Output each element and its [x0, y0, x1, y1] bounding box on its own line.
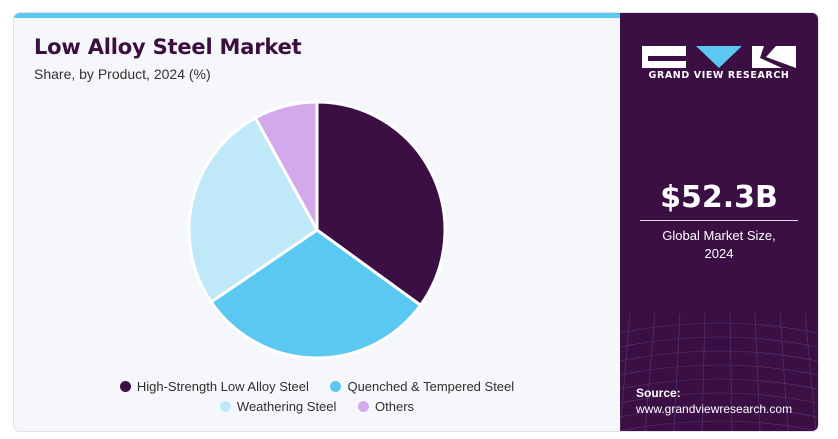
legend-label: Quenched & Tempered Steel	[347, 379, 515, 394]
chart-subtitle: Share, by Product, 2024 (%)	[34, 66, 211, 82]
report-card: Low Alloy Steel Market Share, by Product…	[14, 13, 818, 431]
pie-slice-high-strength	[315, 100, 447, 307]
chart-panel: Low Alloy Steel Market Share, by Product…	[14, 13, 620, 431]
legend-label: High-Strength Low Alloy Steel	[136, 379, 309, 394]
legend-row: Weathering Steel Others	[14, 399, 620, 414]
legend-label: Weathering Steel	[236, 399, 337, 414]
market-size-label: Global Market Size, 2024	[620, 227, 818, 263]
brand-name: GRAND VIEW RESEARCH	[648, 70, 790, 81]
pie-slice-others	[253, 100, 319, 232]
legend-swatch	[330, 381, 342, 392]
divider	[640, 220, 798, 221]
grand-view-research-logo	[642, 46, 796, 68]
legend-item-others: Others	[358, 399, 414, 414]
legend-item-quenched: Quenched & Tempered Steel	[330, 379, 514, 394]
legend-row: High-Strength Low Alloy Steel Quenched &…	[14, 379, 620, 394]
source-block: Source: www.grandviewresearch.com	[636, 385, 792, 417]
legend-swatch	[219, 401, 231, 412]
pie-chart	[187, 100, 447, 360]
chart-title: Low Alloy Steel Market	[34, 35, 302, 59]
market-size-label-line1: Global Market Size,	[662, 228, 776, 243]
legend-swatch	[119, 381, 131, 392]
source-label: Source:	[636, 386, 681, 400]
pie-slice-quenched	[209, 228, 423, 360]
market-size-label-line2: 2024	[704, 246, 734, 261]
accent-bar	[14, 13, 620, 18]
legend-item-high-strength: High-Strength Low Alloy Steel	[119, 379, 309, 394]
market-size-value: $52.3B	[660, 180, 778, 215]
summary-panel: GRAND VIEW RESEARCH $52.3B Global Market…	[620, 13, 818, 431]
legend-swatch	[358, 401, 370, 412]
source-url[interactable]: www.grandviewresearch.com	[636, 402, 793, 416]
legend-label: Others	[375, 399, 415, 414]
grid-pattern	[620, 313, 818, 431]
pie-slice-weathering	[187, 116, 319, 304]
legend-item-weathering: Weathering Steel	[219, 399, 337, 414]
